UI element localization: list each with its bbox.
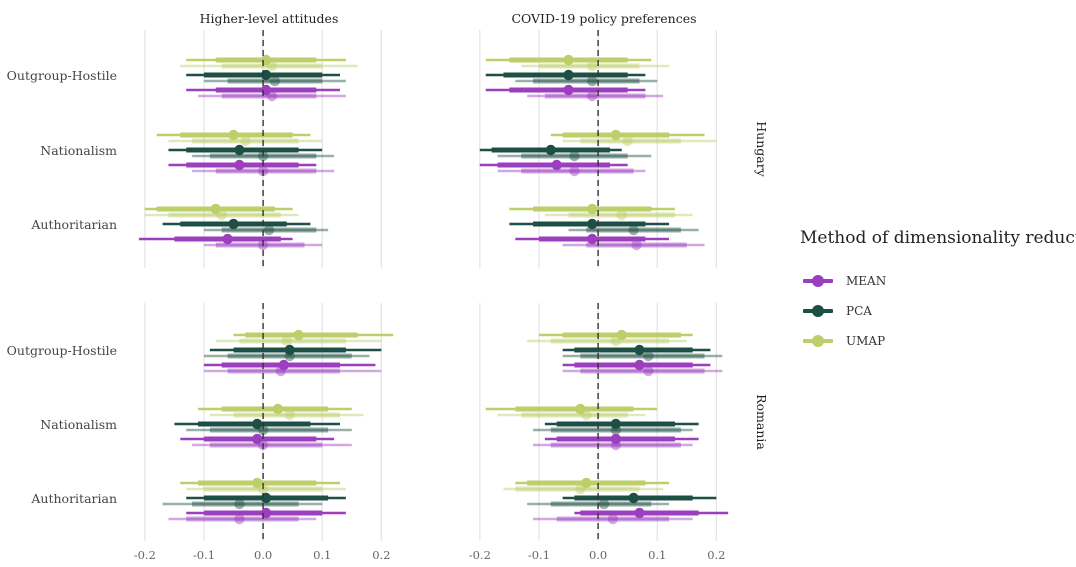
legend-label-umap: UMAP xyxy=(846,334,886,348)
estimate-point-romania-covid-19-policy-preferences-authoritarian-mean-alt xyxy=(607,513,619,525)
estimate-point-hungary-covid-19-policy-preferences-authoritarian-mean xyxy=(586,233,598,245)
estimate-point-hungary-covid-19-policy-preferences-authoritarian-umap-alt xyxy=(616,209,627,221)
legend-key-pca xyxy=(800,304,836,318)
estimate-point-romania-covid-19-policy-preferences-authoritarian-pca-alt xyxy=(598,498,610,510)
estimate-point-romania-higher-level-attitudes-authoritarian-mean-alt xyxy=(234,513,245,525)
estimate-point-hungary-higher-level-attitudes-authoritarian-pca-alt xyxy=(263,224,275,236)
y-tick-label-authoritarian: Authoritarian xyxy=(30,491,117,506)
estimate-point-hungary-higher-level-attitudes-authoritarian-pca xyxy=(228,218,239,230)
x-tick-label: -0.2 xyxy=(469,548,491,562)
x-tick-label: 0.0 xyxy=(254,548,272,562)
estimate-point-hungary-covid-19-policy-preferences-nationalism-pca xyxy=(545,144,556,156)
estimate-point-romania-higher-level-attitudes-outgroup-hostile-pca xyxy=(284,344,295,356)
estimate-point-hungary-covid-19-policy-preferences-nationalism-pca-alt xyxy=(569,150,580,162)
facet-strip-romania: Romania xyxy=(754,394,769,450)
legend-dot-mean xyxy=(812,275,824,287)
estimate-point-romania-covid-19-policy-preferences-authoritarian-mean xyxy=(634,507,645,519)
y-tick-label-authoritarian: Authoritarian xyxy=(30,217,117,232)
estimate-point-hungary-higher-level-attitudes-nationalism-pca xyxy=(234,144,245,156)
estimate-point-romania-covid-19-policy-preferences-outgroup-hostile-mean xyxy=(634,359,645,371)
estimate-point-romania-higher-level-attitudes-authoritarian-pca-alt xyxy=(234,498,245,510)
x-tick-label: 0.1 xyxy=(648,548,666,562)
estimate-point-hungary-higher-level-attitudes-nationalism-mean xyxy=(234,159,245,171)
estimate-point-hungary-higher-level-attitudes-outgroup-hostile-pca-alt xyxy=(269,75,281,87)
estimate-point-hungary-covid-19-policy-preferences-outgroup-hostile-mean-alt xyxy=(586,90,598,102)
legend-label-mean: MEAN xyxy=(846,274,887,288)
estimate-point-hungary-covid-19-policy-preferences-nationalism-umap-alt xyxy=(622,135,633,147)
y-tick-label-outgroup-hostile: Outgroup-Hostile xyxy=(7,343,117,358)
estimate-point-hungary-covid-19-policy-preferences-outgroup-hostile-pca xyxy=(563,69,574,81)
estimate-point-romania-covid-19-policy-preferences-outgroup-hostile-mean-alt xyxy=(643,365,654,377)
estimate-point-romania-covid-19-policy-preferences-nationalism-mean xyxy=(610,433,622,445)
estimate-point-hungary-covid-19-policy-preferences-outgroup-hostile-mean xyxy=(563,84,574,96)
estimate-point-hungary-covid-19-policy-preferences-authoritarian-pca-alt xyxy=(628,224,639,236)
estimate-point-romania-higher-level-attitudes-nationalism-mean xyxy=(251,433,263,445)
x-tick-label: -0.1 xyxy=(528,548,550,562)
facet-title-covid-19-policy-preferences: COVID-19 policy preferences xyxy=(511,11,696,26)
x-tick-label: 0.1 xyxy=(313,548,331,562)
estimate-point-hungary-covid-19-policy-preferences-authoritarian-pca xyxy=(586,218,598,230)
estimate-point-hungary-covid-19-policy-preferences-outgroup-hostile-umap-alt xyxy=(586,60,598,72)
legend-key-umap xyxy=(800,334,836,348)
legend-label-pca: PCA xyxy=(846,304,872,318)
y-tick-label-outgroup-hostile: Outgroup-Hostile xyxy=(7,68,117,83)
estimate-point-romania-covid-19-policy-preferences-nationalism-pca xyxy=(610,418,622,430)
x-tick-label: 0.0 xyxy=(589,548,607,562)
facet-title-higher-level-attitudes: Higher-level attitudes xyxy=(200,11,339,26)
estimate-point-hungary-covid-19-policy-preferences-nationalism-mean xyxy=(551,159,562,171)
estimate-point-romania-covid-19-policy-preferences-authoritarian-pca xyxy=(628,492,639,504)
estimate-point-romania-higher-level-attitudes-outgroup-hostile-mean xyxy=(278,359,289,371)
estimate-point-hungary-higher-level-attitudes-authoritarian-umap xyxy=(210,203,221,215)
estimate-point-romania-higher-level-attitudes-outgroup-hostile-umap-alt xyxy=(281,335,292,347)
y-tick-label-nationalism: Nationalism xyxy=(40,143,117,158)
estimate-point-romania-covid-19-policy-preferences-outgroup-hostile-pca-alt xyxy=(643,350,654,362)
legend-dot-umap xyxy=(812,335,824,347)
y-tick-label-nationalism: Nationalism xyxy=(40,417,117,432)
estimate-point-romania-higher-level-attitudes-nationalism-umap-alt xyxy=(284,409,295,421)
estimate-point-hungary-covid-19-policy-preferences-authoritarian-umap xyxy=(586,203,598,215)
legend-item-umap: UMAP xyxy=(800,326,1076,356)
estimate-point-romania-higher-level-attitudes-nationalism-umap xyxy=(272,403,284,415)
estimate-point-hungary-covid-19-policy-preferences-nationalism-umap xyxy=(610,129,622,141)
legend-title: Method of dimensionality reduction xyxy=(800,228,1076,248)
estimate-point-romania-covid-19-policy-preferences-nationalism-umap xyxy=(575,403,586,415)
facet-strip-hungary: Hungary xyxy=(754,121,769,177)
estimate-point-romania-higher-level-attitudes-authoritarian-umap xyxy=(251,477,263,489)
estimate-point-romania-covid-19-policy-preferences-outgroup-hostile-umap xyxy=(616,329,627,341)
x-tick-label: -0.1 xyxy=(193,548,215,562)
legend-key-mean xyxy=(800,274,836,288)
estimate-point-hungary-covid-19-policy-preferences-outgroup-hostile-pca-alt xyxy=(586,75,598,87)
estimate-point-hungary-covid-19-policy-preferences-outgroup-hostile-umap xyxy=(563,54,574,66)
estimate-point-hungary-higher-level-attitudes-nationalism-umap-alt xyxy=(240,135,251,147)
legend-item-pca: PCA xyxy=(800,296,1076,326)
estimate-point-hungary-higher-level-attitudes-nationalism-umap xyxy=(228,129,239,141)
x-tick-label: 0.2 xyxy=(372,548,390,562)
estimate-point-romania-covid-19-policy-preferences-outgroup-hostile-pca xyxy=(634,344,645,356)
estimate-point-romania-higher-level-attitudes-nationalism-pca xyxy=(251,418,263,430)
x-tick-label: -0.2 xyxy=(134,548,156,562)
estimate-point-romania-covid-19-policy-preferences-authoritarian-umap xyxy=(581,477,592,489)
legend: Method of dimensionality reduction MEAN … xyxy=(800,228,1076,356)
estimate-point-hungary-covid-19-policy-preferences-authoritarian-mean-alt xyxy=(631,239,642,251)
legend-item-mean: MEAN xyxy=(800,266,1076,296)
x-tick-label: 0.2 xyxy=(707,548,725,562)
estimate-point-hungary-higher-level-attitudes-authoritarian-mean xyxy=(222,233,233,245)
estimate-point-hungary-covid-19-policy-preferences-nationalism-mean-alt xyxy=(569,165,580,177)
legend-dot-pca xyxy=(812,305,824,317)
estimate-point-romania-higher-level-attitudes-outgroup-hostile-umap xyxy=(293,329,304,341)
